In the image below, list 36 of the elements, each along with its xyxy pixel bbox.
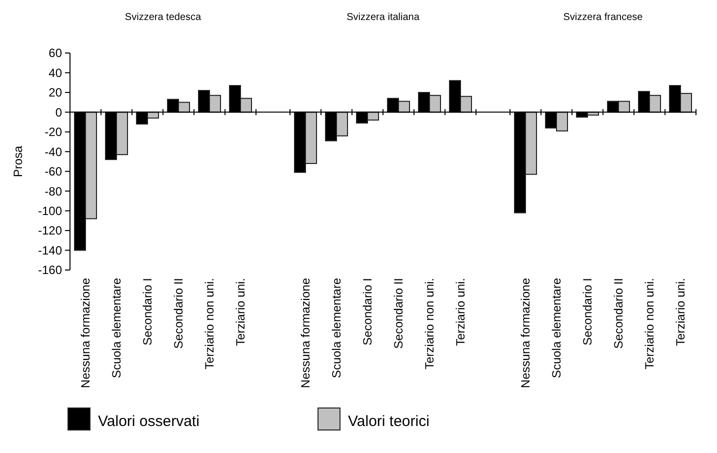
y-tick-label: -140 [38, 243, 62, 258]
x-tick-label: Secondario I [140, 278, 155, 346]
y-tick-label: 60 [48, 46, 62, 60]
y-tick-label: -20 [44, 125, 62, 140]
x-tick-label: Secondario II [612, 278, 626, 349]
x-tick-label: Terziario uni. [674, 278, 688, 346]
x-tick-label: Terziario non uni. [642, 278, 657, 370]
x-tick-label: Scuola elementare [550, 278, 564, 378]
y-tick-label: 40 [48, 66, 62, 80]
x-tick-label: Scuola elementare [330, 278, 344, 378]
y-tick-label: -60 [44, 164, 62, 179]
x-tick-label: Terziario non uni. [202, 278, 217, 370]
x-tick-label: Nessuna formazione [298, 278, 313, 388]
x-tick-label: Secondario II [172, 278, 186, 349]
y-tick-label: -160 [38, 263, 62, 278]
y-tick-label: -120 [38, 224, 62, 238]
y-tick-label: 0 [55, 105, 62, 120]
x-tick-label: Secondario I [360, 278, 375, 346]
x-tick-label: Terziario uni. [234, 278, 248, 346]
y-tick-label: -100 [38, 204, 62, 218]
x-tick-label: Terziario non uni. [422, 278, 437, 370]
chart-title: Svizzera francese [563, 12, 644, 23]
x-tick-label: Nessuna formazione [78, 278, 93, 388]
x-tick-label: Scuola elementare [110, 278, 124, 378]
x-tick-label: Nessuna formazione [518, 278, 533, 388]
y-tick-label: -80 [44, 184, 62, 198]
chart-title: Svizzera italiana [346, 12, 420, 23]
y-tick-label: 20 [48, 86, 62, 100]
x-tick-label: Secondario I [580, 278, 595, 346]
chart-title: Svizzera tedesca [124, 12, 202, 23]
x-tick-label: Secondario II [392, 278, 406, 349]
legend-label: Valori osservati [98, 413, 200, 430]
y-tick-label: -40 [44, 144, 62, 159]
legend-label: Valori teorici [348, 413, 430, 430]
x-tick-label: Terziario uni. [454, 278, 468, 346]
y-axis-title: Prosa [11, 146, 25, 178]
